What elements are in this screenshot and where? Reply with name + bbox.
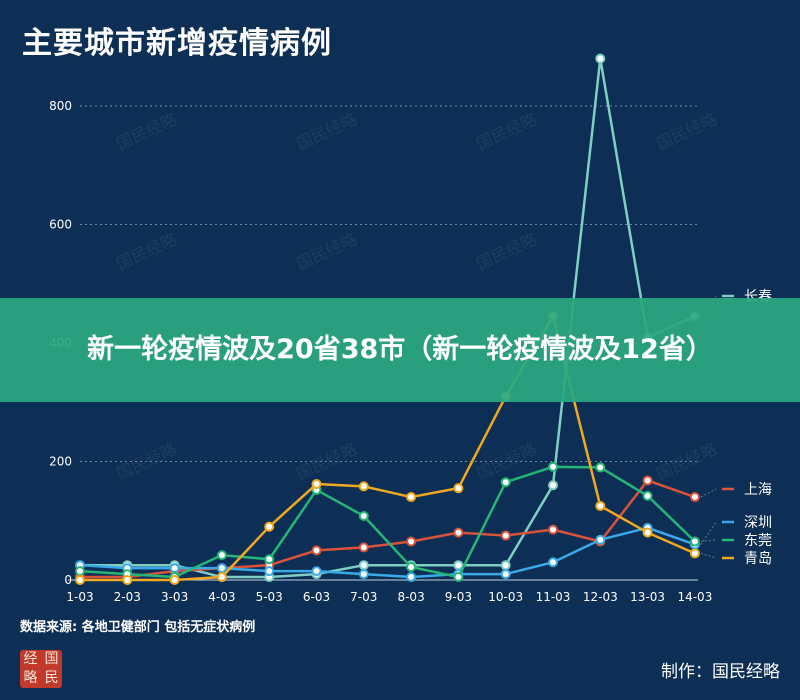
seal-char: 民 bbox=[44, 670, 59, 686]
watermark-text: 国民经略 bbox=[474, 229, 540, 273]
series-4 bbox=[75, 311, 700, 585]
watermark-text: 国民经略 bbox=[654, 109, 720, 153]
x-tick-label: 1-03 bbox=[66, 590, 93, 604]
x-tick-label: 6-03 bbox=[303, 590, 330, 604]
x-tick-label: 9-03 bbox=[445, 590, 472, 604]
x-tick-label: 7-03 bbox=[350, 590, 377, 604]
data-point bbox=[358, 481, 369, 492]
x-tick-label: 11-03 bbox=[536, 590, 571, 604]
seal-char: 国 bbox=[44, 651, 59, 667]
data-point bbox=[500, 569, 511, 580]
data-point bbox=[642, 527, 653, 538]
data-point bbox=[406, 572, 417, 583]
series-line bbox=[79, 465, 696, 579]
legend-connector bbox=[700, 552, 717, 559]
data-point bbox=[358, 542, 369, 553]
data-point bbox=[548, 524, 558, 535]
data-point bbox=[264, 566, 275, 577]
x-tick-label: 10-03 bbox=[488, 590, 523, 604]
series-3 bbox=[75, 461, 700, 583]
data-point bbox=[548, 557, 558, 568]
data-point bbox=[216, 563, 227, 574]
seal-char: 经 bbox=[23, 651, 38, 667]
data-point bbox=[500, 560, 511, 571]
watermark-text: 国民经略 bbox=[294, 229, 360, 273]
x-tick-label: 4-03 bbox=[208, 590, 235, 604]
series-line bbox=[80, 479, 696, 579]
y-tick-label: 600 bbox=[49, 218, 72, 232]
x-tick-label: 3-03 bbox=[161, 590, 188, 604]
x-tick-label: 2-03 bbox=[114, 590, 141, 604]
data-point bbox=[453, 560, 464, 571]
x-tick-label: 14-03 bbox=[677, 590, 712, 604]
watermark-text: 国民经略 bbox=[114, 109, 180, 153]
legend-label: 青岛 bbox=[744, 551, 772, 567]
data-point bbox=[264, 521, 275, 532]
x-tick-label: 12-03 bbox=[583, 590, 618, 604]
legend-label: 上海 bbox=[744, 482, 772, 498]
watermark-text: 国民经略 bbox=[114, 229, 180, 273]
legend-connector bbox=[700, 488, 717, 498]
data-point bbox=[75, 566, 85, 577]
x-tick-label: 13-03 bbox=[630, 590, 665, 604]
banner-text: 新一轮疫情波及20省38市（新一轮疫情波及12省） bbox=[87, 334, 713, 365]
data-point bbox=[358, 569, 369, 580]
legend-connector bbox=[700, 521, 717, 545]
data-point bbox=[358, 560, 369, 571]
data-point bbox=[406, 536, 417, 547]
credit-text: 制作：国民经略 bbox=[661, 662, 780, 682]
overlay-banner: 新一轮疫情波及20省38市（新一轮疫情波及12省） bbox=[0, 298, 800, 402]
data-point bbox=[169, 563, 180, 574]
data-point bbox=[311, 545, 322, 556]
data-point bbox=[642, 490, 653, 501]
watermark-text: 国民经略 bbox=[474, 109, 540, 153]
x-tick-label: 8-03 bbox=[397, 590, 424, 604]
data-point bbox=[406, 492, 417, 503]
chart-title: 主要城市新增疫情病例 bbox=[22, 26, 332, 61]
x-tick-label: 5-03 bbox=[256, 590, 283, 604]
data-point bbox=[500, 530, 511, 541]
series-line bbox=[80, 315, 696, 582]
seal-char: 略 bbox=[23, 670, 38, 686]
data-point bbox=[595, 500, 606, 511]
legend-label: 深圳 bbox=[744, 515, 772, 531]
legend-label: 东莞 bbox=[744, 533, 772, 549]
data-point bbox=[122, 575, 133, 585]
data-point bbox=[453, 483, 464, 494]
data-point bbox=[548, 480, 558, 491]
brand-seal-logo: 经 国 略 民 bbox=[20, 650, 62, 688]
data-point bbox=[595, 53, 606, 64]
data-point bbox=[264, 554, 275, 565]
data-point bbox=[75, 575, 85, 585]
data-point bbox=[311, 479, 322, 490]
data-point bbox=[216, 572, 227, 583]
data-source-note: 数据来源: 各地卫健部门 包括无症状病例 bbox=[20, 620, 256, 635]
data-point bbox=[169, 575, 180, 585]
data-point bbox=[500, 477, 511, 488]
data-point bbox=[689, 492, 700, 503]
y-tick-label: 200 bbox=[49, 455, 72, 469]
y-tick-label: 800 bbox=[49, 99, 72, 113]
data-point bbox=[453, 527, 464, 538]
data-point bbox=[406, 561, 417, 572]
watermark-text: 国民经略 bbox=[294, 109, 360, 153]
data-point bbox=[358, 511, 369, 522]
data-point bbox=[595, 462, 606, 473]
data-point bbox=[453, 572, 464, 583]
data-point bbox=[595, 534, 606, 545]
data-point bbox=[311, 566, 322, 577]
data-point bbox=[689, 548, 700, 559]
data-point bbox=[642, 475, 653, 486]
legend-connector bbox=[700, 539, 717, 542]
data-point bbox=[689, 536, 700, 547]
data-point bbox=[548, 461, 558, 472]
series-line bbox=[79, 526, 696, 579]
data-point bbox=[216, 550, 227, 561]
